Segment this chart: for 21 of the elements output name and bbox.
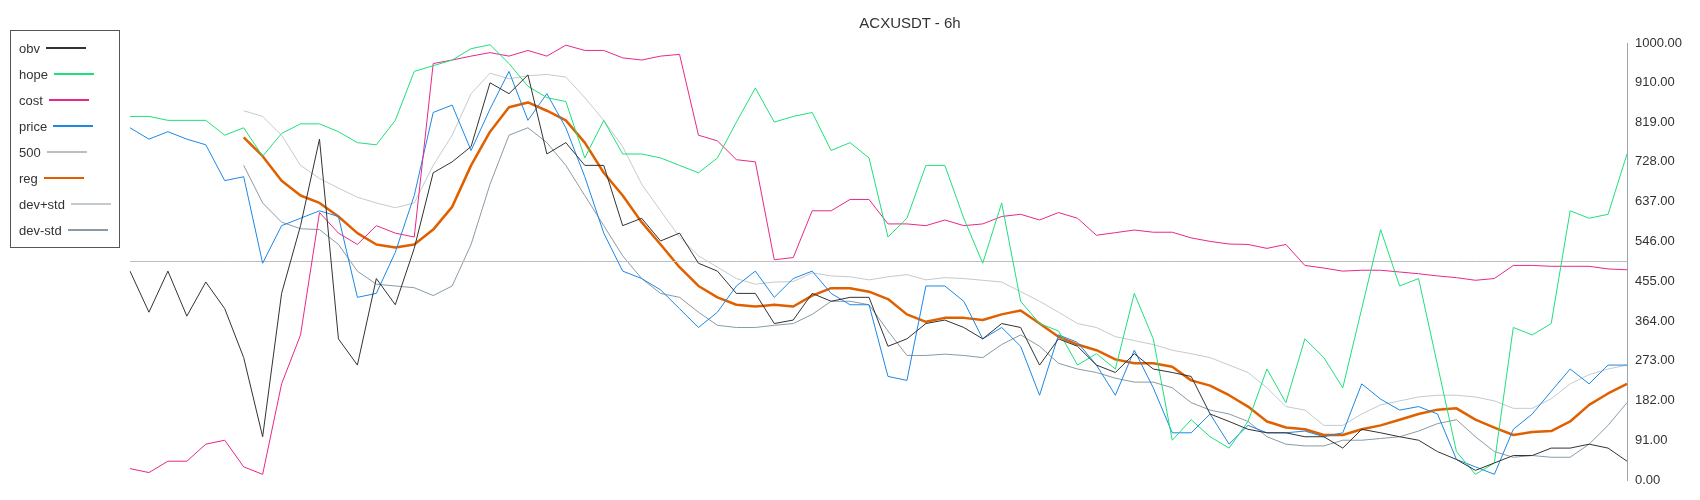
y-tick-label: 273.00 bbox=[1635, 352, 1675, 368]
legend-label: 500 bbox=[19, 144, 41, 160]
legend-label: price bbox=[19, 118, 48, 134]
y-tick-label: 637.00 bbox=[1635, 193, 1675, 209]
y-tick-label: 910.00 bbox=[1635, 73, 1675, 89]
chart-title: ACXUSDT - 6h bbox=[859, 14, 961, 32]
y-tick-label: 364.00 bbox=[1635, 312, 1675, 328]
y-tick-label: 91.00 bbox=[1635, 431, 1668, 447]
legend-label: reg bbox=[19, 170, 38, 186]
legend-label: hope bbox=[19, 66, 48, 82]
y-tick-label: 819.00 bbox=[1635, 113, 1675, 129]
y-tick-label: 182.00 bbox=[1635, 392, 1675, 408]
y-tick-label: 728.00 bbox=[1635, 153, 1675, 169]
legend-label: obv bbox=[19, 40, 40, 56]
legend-label: dev+std bbox=[19, 196, 65, 212]
legend-label: cost bbox=[19, 92, 43, 108]
y-tick-label: 546.00 bbox=[1635, 232, 1675, 248]
y-tick-label: 1000.00 bbox=[1635, 34, 1683, 50]
legend-label: dev-std bbox=[19, 222, 62, 238]
y-tick-label: 0.00 bbox=[1635, 471, 1661, 487]
y-tick-label: 455.00 bbox=[1635, 272, 1675, 288]
